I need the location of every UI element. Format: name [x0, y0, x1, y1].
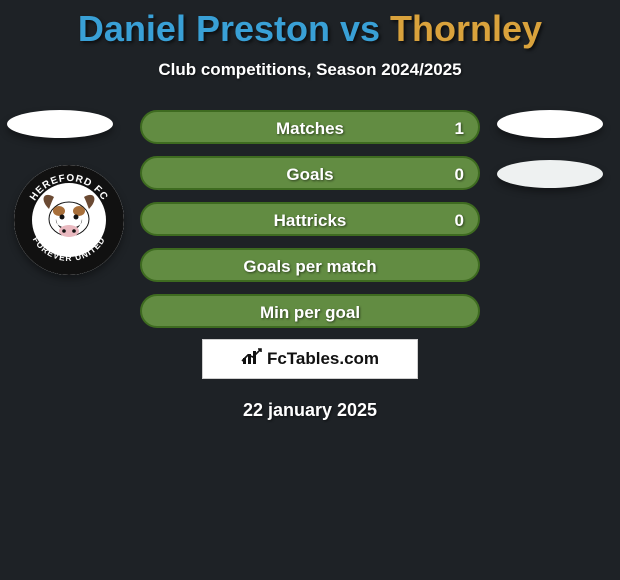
- stat-bar-value: 1: [455, 112, 464, 146]
- stat-bar-value: 0: [455, 204, 464, 238]
- stat-bar: Hattricks 0: [140, 202, 480, 236]
- player-right-oval-1: [497, 110, 603, 138]
- watermark: FcTables.com: [202, 339, 418, 379]
- player-right-oval-2: [497, 160, 603, 188]
- stat-bar-label: Goals: [286, 165, 333, 184]
- title-vs: vs: [330, 8, 390, 49]
- hereford-badge-svg: HEREFORD FC FOREVER UNITED 2015: [14, 165, 124, 275]
- stat-bar: Goals per match: [140, 248, 480, 282]
- stat-bar: Goals 0: [140, 156, 480, 190]
- club-badge: HEREFORD FC FOREVER UNITED 2015: [14, 165, 124, 275]
- title-left: Daniel Preston: [78, 8, 330, 49]
- stat-bar-label: Min per goal: [260, 303, 360, 322]
- date-text: 22 january 2025: [0, 400, 620, 421]
- stat-bar: Matches 1: [140, 110, 480, 144]
- page-subtitle: Club competitions, Season 2024/2025: [0, 60, 620, 80]
- stat-bar: Min per goal: [140, 294, 480, 328]
- player-left-oval: [7, 110, 113, 138]
- title-right: Thornley: [390, 8, 542, 49]
- stat-bar-label: Matches: [276, 119, 344, 138]
- stat-bar-label: Goals per match: [243, 257, 376, 276]
- stat-bar-label: Hattricks: [274, 211, 347, 230]
- page-title: Daniel Preston vs Thornley: [0, 0, 620, 50]
- stat-bar-value: 0: [455, 158, 464, 192]
- chart-bars-icon: [241, 348, 263, 371]
- watermark-text: FcTables.com: [267, 349, 379, 369]
- badge-year: 2015: [62, 245, 76, 251]
- stat-bars: Matches 1 Goals 0 Hattricks 0 Goals per match M…: [140, 110, 480, 340]
